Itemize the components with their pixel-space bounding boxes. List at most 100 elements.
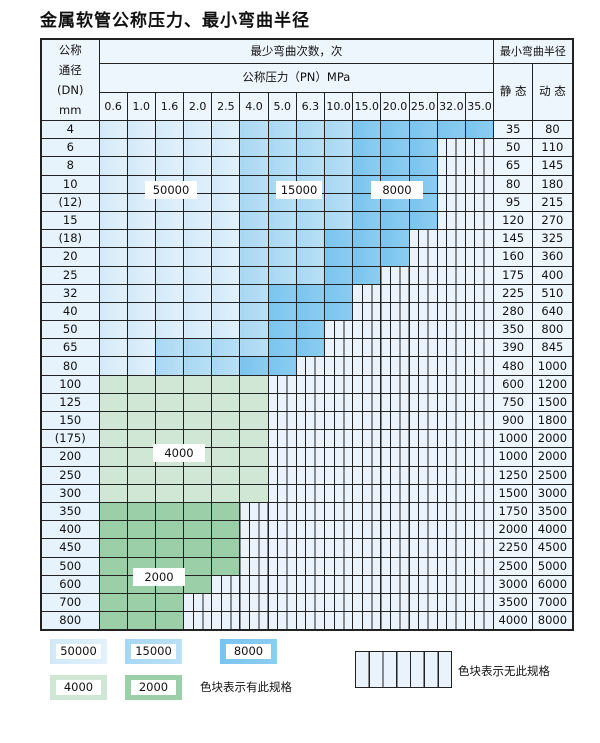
no-spec-cell (408, 520, 438, 540)
no-spec-cell (380, 465, 410, 485)
no-spec-cell (408, 283, 438, 303)
spec-cell-4000 (239, 392, 269, 413)
dynamic-radius-cell: 360 (532, 247, 574, 267)
dynamic-radius-cell: 180 (532, 174, 574, 194)
spec-cell-50000 (154, 283, 185, 303)
no-spec-cell (464, 429, 495, 449)
no-spec-cell (408, 574, 438, 594)
dynamic-radius-cell: 2000 (532, 447, 574, 467)
dn-cell: (18) (40, 229, 100, 249)
spec-cell-4000 (183, 410, 213, 431)
no-spec-cell (436, 483, 466, 503)
no-spec-cell (323, 483, 354, 503)
radius-header: 最小弯曲半径 (493, 38, 574, 64)
spec-cell-15000 (239, 320, 269, 340)
dynamic-radius-cell: 7000 (532, 592, 574, 613)
static-radius-cell: 1750 (493, 501, 534, 522)
static-radius-cell: 225 (493, 283, 534, 303)
no-spec-cell (295, 520, 326, 540)
dynamic-radius-cell: 400 (532, 265, 574, 285)
spec-cell-50000 (126, 356, 156, 376)
static-radius-cell: 175 (493, 265, 534, 285)
no-spec-cell (408, 592, 438, 613)
spec-cell-2000 (154, 538, 185, 558)
legend-label: 8000 (226, 644, 271, 659)
no-spec-cell (239, 574, 269, 594)
spec-cell-15000 (323, 119, 354, 140)
no-spec-cell (295, 429, 326, 449)
no-spec-cell (464, 574, 495, 594)
no-spec-cell (408, 465, 438, 485)
no-spec-cell (239, 520, 269, 540)
spec-cell-15000 (267, 265, 297, 285)
static-radius-cell: 480 (493, 356, 534, 376)
table-row: 600 3000 6000 (40, 574, 574, 594)
legend-label: 50000 (56, 644, 101, 659)
no-spec-cell (323, 447, 354, 467)
spec-cell-50000 (211, 283, 241, 303)
dynamic-header: 动 态 (532, 62, 574, 121)
no-spec-cell (267, 592, 297, 613)
spec-cell-4000 (126, 429, 156, 449)
no-spec-cell (323, 574, 354, 594)
no-spec-cell (380, 592, 410, 613)
dynamic-radius-cell: 1500 (532, 392, 574, 413)
spec-cell-2000 (211, 520, 241, 540)
no-spec-cell (464, 156, 495, 176)
static-radius-cell: 160 (493, 247, 534, 267)
spec-cell-8000 (352, 138, 382, 158)
spec-cell-2000 (126, 501, 156, 522)
table-row: 25 175 400 (40, 265, 574, 285)
no-spec-cell (352, 429, 382, 449)
no-spec-cell (464, 447, 495, 467)
dynamic-radius-cell: 800 (532, 320, 574, 340)
spec-cell-15000 (323, 156, 354, 176)
no-spec-cell (464, 392, 495, 413)
spec-cell-15000 (295, 119, 326, 140)
spec-cell-50000 (98, 174, 128, 194)
table-row: 700 3500 7000 (40, 592, 574, 613)
spec-cell-4000 (126, 392, 156, 413)
no-spec-cell (352, 592, 382, 613)
no-spec-cell (436, 320, 466, 340)
pressure-column-header: 1.0 (126, 92, 156, 121)
dn-cell: 125 (40, 392, 100, 413)
spec-cell-8000 (408, 210, 438, 231)
no-spec-cell (436, 556, 466, 576)
spec-cell-15000 (239, 265, 269, 285)
spec-cell-15000 (323, 174, 354, 194)
spec-cell-8000 (295, 320, 326, 340)
no-spec-cell (436, 392, 466, 413)
no-spec-cell (323, 338, 354, 358)
spec-cell-4000 (211, 429, 241, 449)
no-spec-cell (352, 556, 382, 576)
spec-cell-15000 (154, 338, 185, 358)
spec-cell-50000 (154, 265, 185, 285)
spec-cell-4000 (126, 483, 156, 503)
spec-cell-8000 (323, 265, 354, 285)
spec-cell-8000 (408, 156, 438, 176)
cycles-header: 最少弯曲次数，次 (98, 38, 495, 64)
no-spec-cell (380, 320, 410, 340)
no-spec-cell (436, 265, 466, 285)
static-radius-cell: 80 (493, 174, 534, 194)
no-spec-cell (380, 501, 410, 522)
spec-cell-15000 (183, 356, 213, 376)
region-label-2000: 2000 (133, 568, 185, 586)
spec-cell-2000 (154, 592, 185, 613)
spec-cell-50000 (154, 320, 185, 340)
no-spec-cell (295, 465, 326, 485)
no-spec-cell (464, 283, 495, 303)
spec-cell-15000 (211, 356, 241, 376)
no-spec-cell (211, 611, 241, 631)
no-spec-cell (408, 556, 438, 576)
no-spec-cell (436, 447, 466, 467)
no-spec-cell (436, 465, 466, 485)
spec-cell-50000 (211, 265, 241, 285)
no-spec-cell (464, 538, 495, 558)
no-spec-cell (408, 447, 438, 467)
spec-cell-4000 (126, 374, 156, 394)
spec-cell-8000 (380, 119, 410, 140)
table-row: 125 750 1500 (40, 392, 574, 413)
spec-cell-2000 (126, 538, 156, 558)
